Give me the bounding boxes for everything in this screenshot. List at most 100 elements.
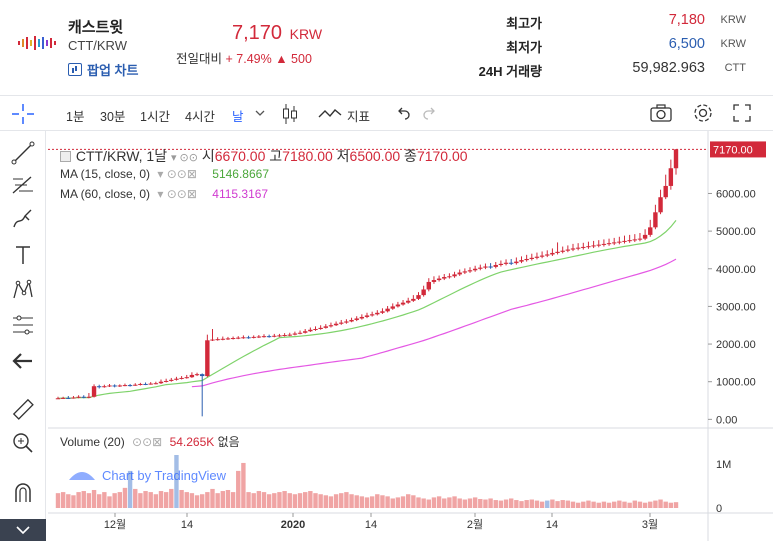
volume-bar: [436, 496, 442, 508]
interval-day[interactable]: 날: [232, 110, 244, 124]
text-tool-icon[interactable]: [11, 243, 35, 267]
settings-icon[interactable]: [692, 102, 714, 124]
candle-body: [328, 325, 334, 327]
candle-body: [570, 248, 576, 250]
candle-body: [344, 321, 349, 323]
interval-4h[interactable]: 4시간: [185, 110, 215, 124]
volume-bar: [364, 497, 370, 508]
candle-body: [411, 298, 416, 301]
pattern-tool-icon[interactable]: [11, 278, 35, 302]
candle-body: [66, 397, 71, 399]
candle-body: [514, 261, 519, 264]
candle-style-icon[interactable]: [282, 103, 298, 125]
candle-body: [256, 336, 262, 338]
volume-bar: [565, 500, 571, 508]
candle-body: [472, 268, 478, 271]
volume-bar: [653, 500, 658, 508]
price-currency: KRW: [289, 26, 323, 42]
candle-body: [81, 396, 86, 398]
redo-icon[interactable]: [422, 106, 438, 120]
camera-icon[interactable]: [650, 104, 672, 122]
popup-chart-button[interactable]: 팝업 차트: [68, 60, 138, 79]
candle-body: [163, 380, 169, 382]
back-arrow-icon[interactable]: [11, 349, 35, 373]
indicators-button[interactable]: 지표: [347, 110, 371, 124]
interval-30m[interactable]: 30분: [100, 110, 126, 124]
volume-bar: [462, 499, 468, 508]
volume-bar: [169, 488, 174, 508]
volume-bar: [642, 502, 648, 508]
measure-levels-icon[interactable]: [11, 313, 35, 337]
hide-toolbar-button[interactable]: [0, 519, 46, 541]
ma15-controls-icon[interactable]: ▾ ⊙⊙⊠: [157, 167, 197, 181]
candle-body: [483, 266, 488, 268]
candle-body: [122, 385, 128, 387]
legend-controls-icon[interactable]: ▾ ⊙⊙: [170, 152, 198, 164]
volume-bar: [333, 494, 339, 508]
candle-body: [529, 257, 534, 259]
candle-body: [421, 289, 426, 296]
volume-bar: [421, 498, 426, 508]
trend-line-icon[interactable]: [11, 141, 35, 165]
legend-low: 6500.00: [349, 148, 401, 164]
volume-bar: [663, 501, 668, 508]
price-value: 7,170: [232, 22, 283, 44]
legend-symbol: CTT/KRW, 1날: [75, 148, 168, 164]
ruler-icon[interactable]: [11, 397, 35, 421]
volume-bar: [256, 491, 262, 508]
volume-bar: [225, 489, 231, 508]
volume-bar: [251, 493, 256, 508]
volume-bar: [303, 492, 308, 508]
interval-1m[interactable]: 1분: [66, 110, 85, 124]
candle-body: [565, 249, 571, 251]
candle-body: [668, 168, 674, 186]
legend-open-label: 시: [201, 148, 215, 164]
volume-bar: [648, 501, 653, 508]
candle-body: [632, 239, 637, 241]
volume-label: Volume (20): [60, 435, 125, 449]
volume-bar: [313, 493, 318, 508]
volume-bar: [416, 497, 421, 508]
candle-body: [627, 240, 632, 242]
tradingview-watermark[interactable]: Chart by TradingView: [68, 466, 226, 484]
candle-body: [653, 212, 658, 228]
candle-body: [534, 256, 540, 258]
last-price-badge: [710, 141, 766, 158]
volume-bar: [534, 500, 540, 508]
volume-bar: [97, 494, 102, 508]
zoom-in-icon[interactable]: [11, 431, 35, 455]
volume-bar: [560, 500, 565, 508]
candle-body: [318, 327, 323, 329]
ma60-controls-icon[interactable]: ▾ ⊙⊙⊠: [157, 187, 197, 201]
x-tick-label: 3월: [642, 518, 658, 531]
candle-body: [333, 323, 339, 326]
fib-tool-icon[interactable]: [11, 173, 35, 197]
undo-icon[interactable]: [395, 106, 411, 120]
fullscreen-icon[interactable]: [733, 104, 751, 122]
y-tick-label: 1000.00: [716, 377, 756, 389]
indicators-icon[interactable]: [318, 108, 342, 120]
candle-body: [153, 383, 159, 385]
volume-bar: [390, 498, 395, 508]
interval-1h[interactable]: 1시간: [140, 110, 170, 124]
chart-toolbar: 1분 30분 1시간 4시간 날 지표: [0, 95, 773, 131]
brush-icon[interactable]: [11, 207, 35, 231]
volume-bar: [200, 494, 205, 508]
candle-body: [509, 262, 514, 264]
volume-bar: [431, 497, 437, 508]
volume-bar: [292, 494, 298, 508]
candle-body: [385, 308, 390, 312]
volume-bar: [637, 501, 643, 508]
crosshair-icon[interactable]: [12, 104, 34, 124]
volume-bar: [308, 491, 313, 508]
magnet-icon[interactable]: [11, 481, 35, 505]
candle-body: [339, 322, 344, 324]
ma60-line: [191, 258, 677, 388]
candle-body: [261, 336, 267, 338]
volume-bar: [112, 493, 117, 508]
volume-controls-icon[interactable]: ⊙⊙⊠: [132, 435, 163, 449]
y-tick-label: 0.00: [716, 414, 737, 426]
chevron-down-icon[interactable]: [255, 109, 265, 117]
legend-toggle-icon[interactable]: [60, 151, 71, 162]
